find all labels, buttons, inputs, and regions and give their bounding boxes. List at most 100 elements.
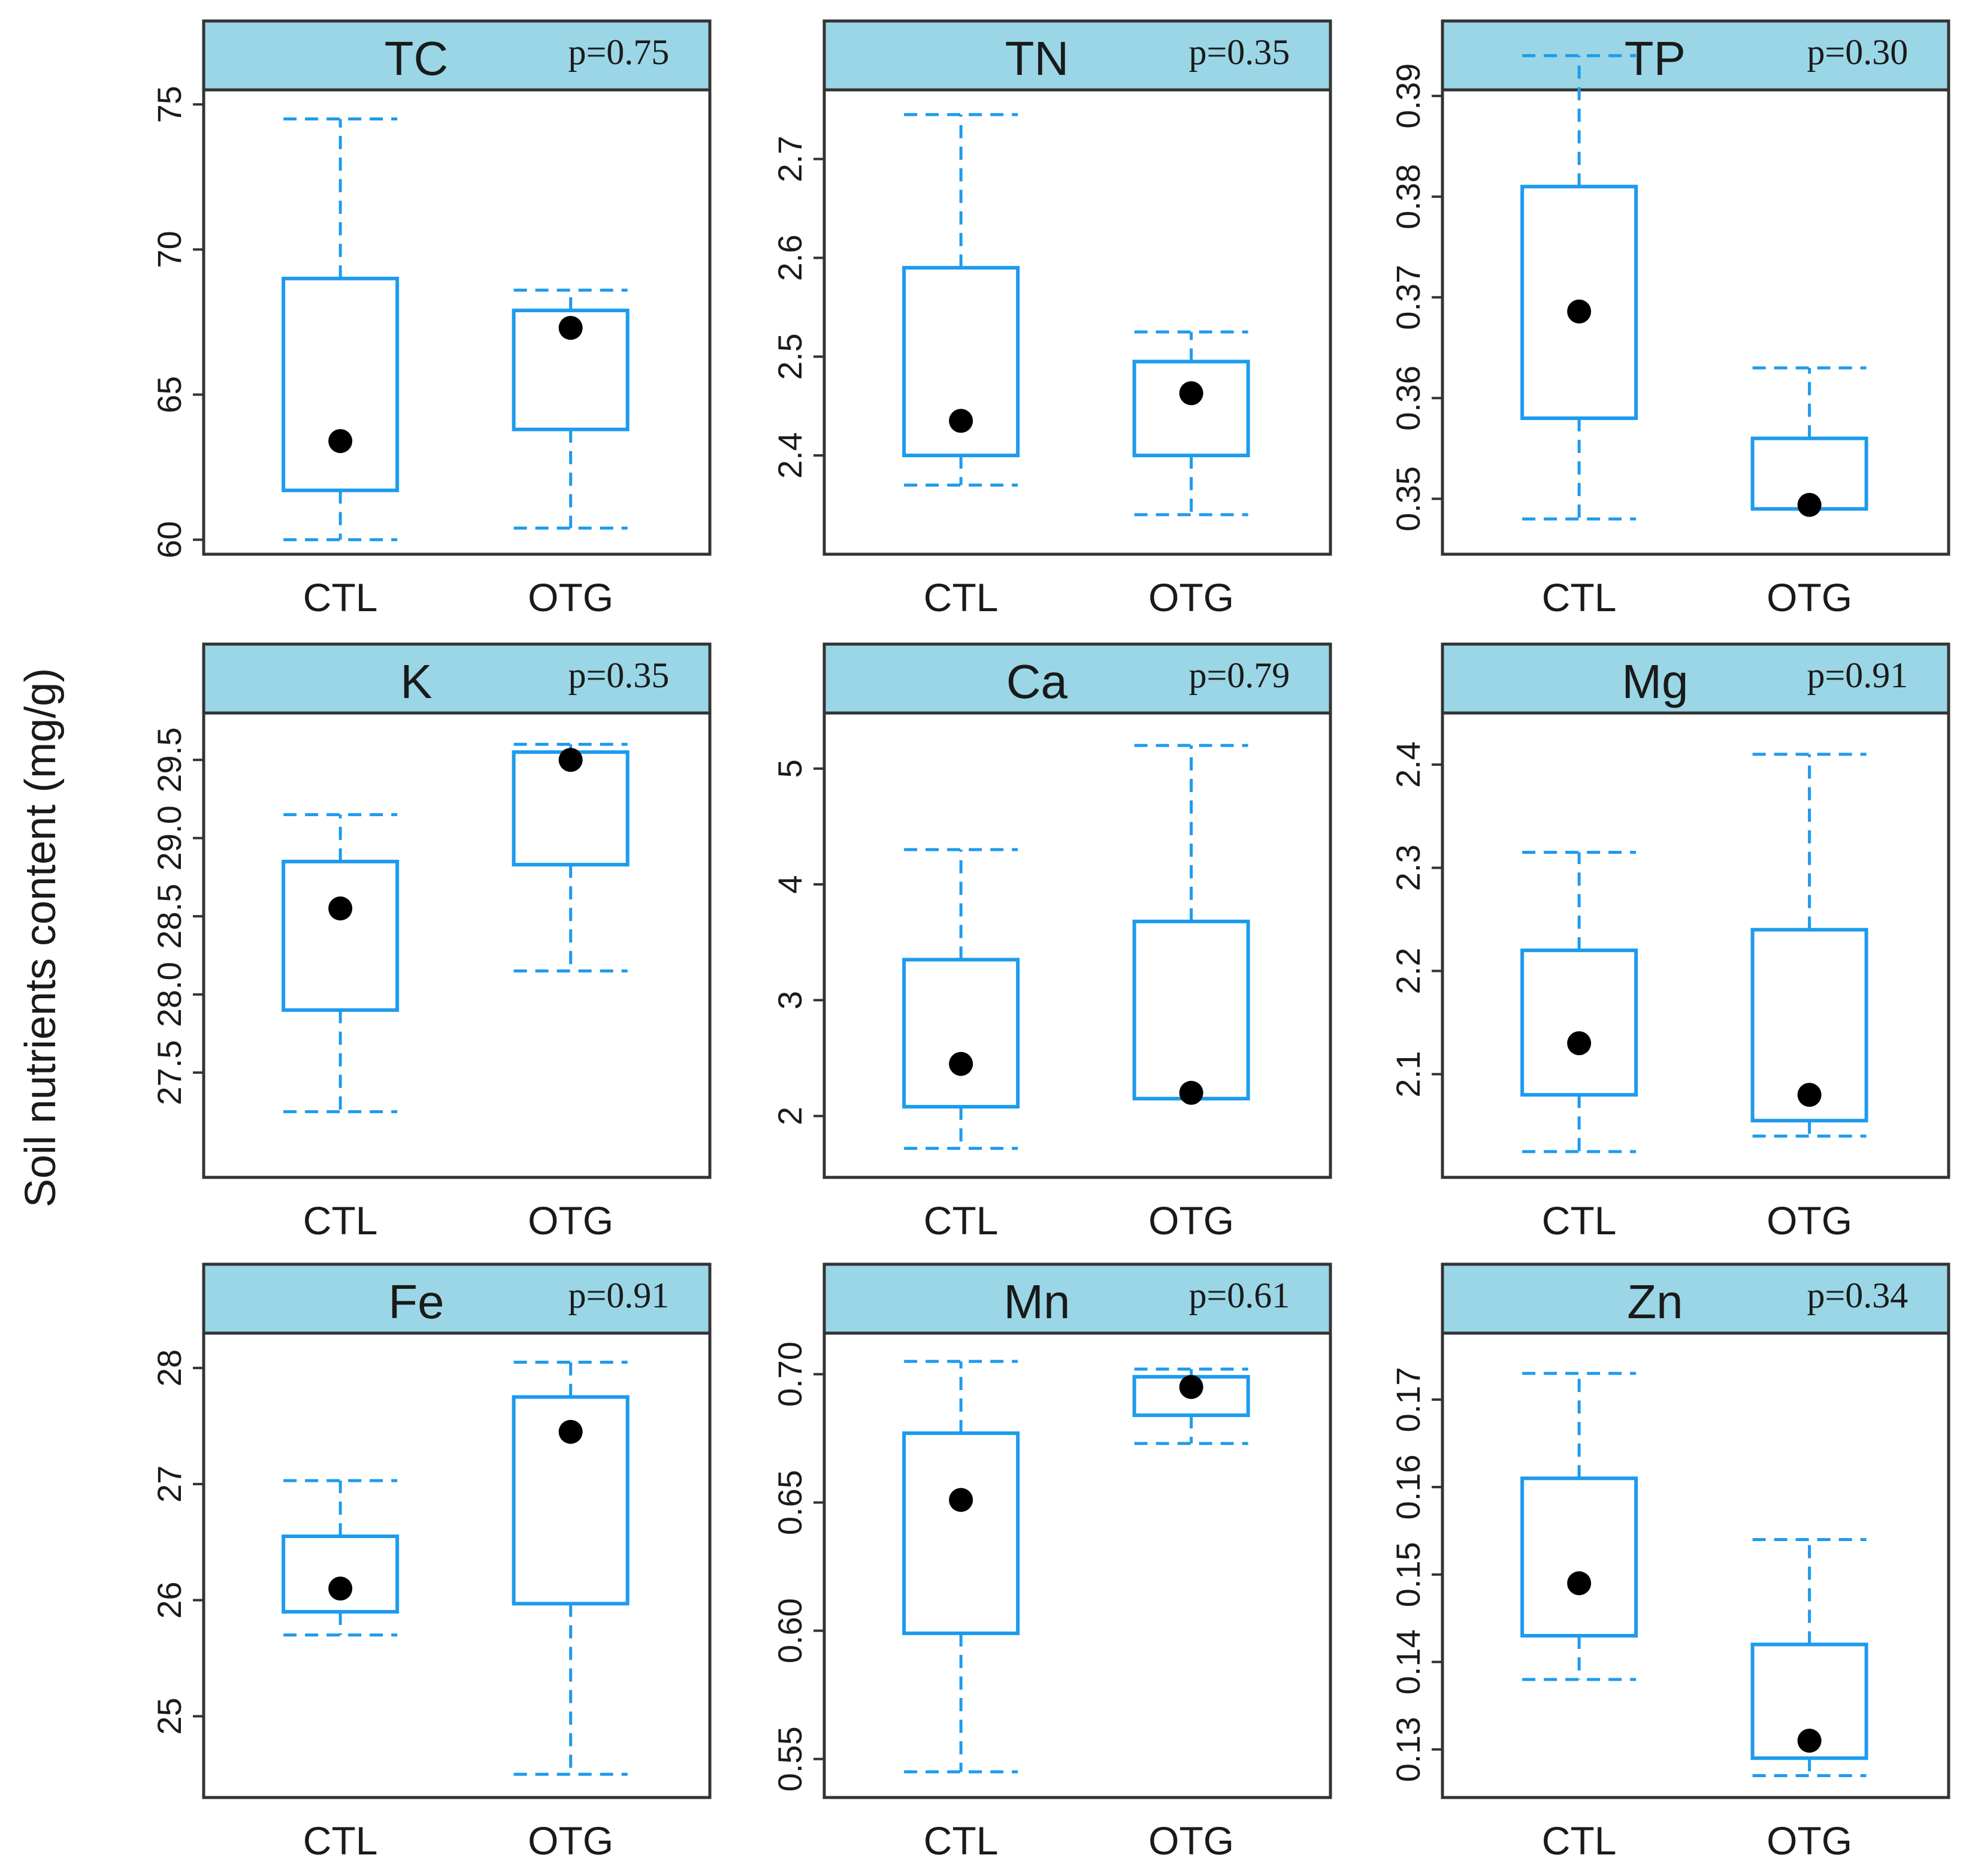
panel-title: Mn	[1003, 1275, 1070, 1328]
y-tick-label: 2.5	[771, 333, 809, 380]
y-tick-label: 3	[771, 991, 809, 1010]
panel-title: TN	[1005, 32, 1069, 85]
box-body	[282, 859, 400, 1012]
y-tick-label: 0.39	[1389, 64, 1427, 129]
plot-frame	[202, 88, 712, 556]
y-tick-label: 29.5	[150, 727, 188, 793]
panel-title: K	[400, 655, 432, 708]
p-value-label: p=0.75	[568, 32, 669, 72]
box-ctl	[902, 1360, 1020, 1774]
x-tick-label: CTL	[303, 575, 378, 620]
x-tick-label: OTG	[1767, 1818, 1852, 1863]
panel-tc: TC p=0.75 60 65 70 75 CTL OTG	[150, 19, 712, 620]
y-tick-label: 5	[771, 759, 809, 778]
box-ctl	[1520, 1371, 1638, 1681]
panel-title: TC	[385, 32, 449, 85]
x-tick-label: OTG	[528, 575, 613, 620]
box-body	[902, 265, 1020, 458]
box-body	[512, 1395, 630, 1606]
x-tick-label: CTL	[924, 1198, 999, 1243]
panel-fe: Fe p=0.91 25 26 27 28 CTL OTG	[150, 1262, 712, 1863]
plot-frame	[822, 1331, 1332, 1799]
median-point	[1179, 1374, 1203, 1399]
x-tick-label: CTL	[1542, 1818, 1617, 1863]
y-tick-label: 60	[150, 521, 188, 558]
y-tick-label: 0.65	[771, 1470, 809, 1535]
panel-strip	[1441, 1262, 1950, 1335]
y-tick-label: 0.14	[1389, 1629, 1427, 1694]
median-point	[1567, 1031, 1592, 1056]
y-tick-label: 65	[150, 376, 188, 413]
panel-mg: Mg p=0.91 2.1 2.2 2.3 2.4 CTL OTG	[1389, 642, 1950, 1243]
panel-title: Zn	[1627, 1275, 1683, 1328]
median-point	[328, 429, 353, 454]
median-point	[558, 748, 583, 772]
x-tick-label: OTG	[528, 1198, 613, 1243]
panel-strip	[822, 1262, 1332, 1335]
p-value-label: p=0.91	[1807, 655, 1908, 695]
panel-tn: TN p=0.35 2.4 2.5 2.6 2.7 CTL OTG	[771, 19, 1332, 620]
box-otg	[1132, 744, 1250, 1105]
x-tick-label: OTG	[1767, 575, 1852, 620]
median-point	[949, 1488, 973, 1512]
box-body	[512, 309, 630, 431]
panel-strip	[202, 19, 712, 92]
x-tick-label: CTL	[924, 575, 999, 620]
y-tick-label: 0.37	[1389, 265, 1427, 330]
y-tick-label: 0.70	[771, 1342, 809, 1407]
box-otg	[1132, 1367, 1250, 1445]
panel-title: Ca	[1006, 655, 1068, 708]
y-tick-label: 2.4	[1389, 741, 1427, 788]
panel-title: Mg	[1622, 655, 1688, 708]
median-point	[1179, 1080, 1203, 1105]
median-point	[1797, 493, 1822, 517]
box-ctl	[282, 117, 400, 542]
x-tick-label: CTL	[1542, 1198, 1617, 1243]
y-axis-label: Soil nutrients content (mg/g)	[17, 668, 65, 1207]
y-tick-label: 2.6	[771, 234, 809, 281]
y-tick-label: 2	[771, 1107, 809, 1125]
y-tick-label: 0.35	[1389, 466, 1427, 531]
x-tick-label: OTG	[1148, 1198, 1234, 1243]
panel-title: TP	[1625, 32, 1686, 85]
median-point	[328, 1576, 353, 1601]
y-tick-label: 28.0	[150, 962, 188, 1027]
x-tick-label: CTL	[303, 1818, 378, 1863]
y-tick-label: 29.0	[150, 805, 188, 871]
y-tick-label: 2.3	[1389, 844, 1427, 891]
panel-mn: Mn p=0.61 0.55 0.60 0.65 0.70 CTL OTG	[771, 1262, 1332, 1863]
x-tick-label: OTG	[528, 1818, 613, 1863]
box-body	[1750, 1642, 1868, 1760]
p-value-label: p=0.30	[1807, 32, 1908, 72]
median-point	[1567, 299, 1592, 324]
p-value-label: p=0.35	[1188, 32, 1290, 72]
p-value-label: p=0.35	[568, 655, 669, 695]
y-tick-label: 26	[150, 1581, 188, 1618]
median-point	[949, 409, 973, 433]
box-otg	[512, 288, 630, 530]
box-otg	[1750, 753, 1868, 1138]
p-value-label: p=0.79	[1188, 655, 1290, 695]
panel-strip	[202, 1262, 712, 1335]
box-otg	[1750, 366, 1868, 517]
y-tick-label: 27.5	[150, 1040, 188, 1105]
y-tick-label: 2.2	[1389, 948, 1427, 995]
plot-frame	[202, 1331, 712, 1799]
box-body	[1520, 185, 1638, 421]
x-tick-label: CTL	[1542, 575, 1617, 620]
median-point	[558, 1419, 583, 1444]
median-point	[1797, 1729, 1822, 1753]
plot-frame	[1441, 88, 1950, 556]
box-ctl	[902, 113, 1020, 487]
y-tick-label: 0.17	[1389, 1367, 1427, 1432]
x-tick-label: OTG	[1767, 1198, 1852, 1243]
y-tick-label: 75	[150, 86, 188, 123]
y-tick-label: 2.4	[771, 432, 809, 479]
panel-strip	[202, 642, 712, 715]
median-point	[1797, 1083, 1822, 1107]
plot-frame	[822, 711, 1332, 1179]
median-point	[1179, 381, 1203, 406]
panel-strip	[822, 642, 1332, 715]
median-point	[328, 896, 353, 921]
